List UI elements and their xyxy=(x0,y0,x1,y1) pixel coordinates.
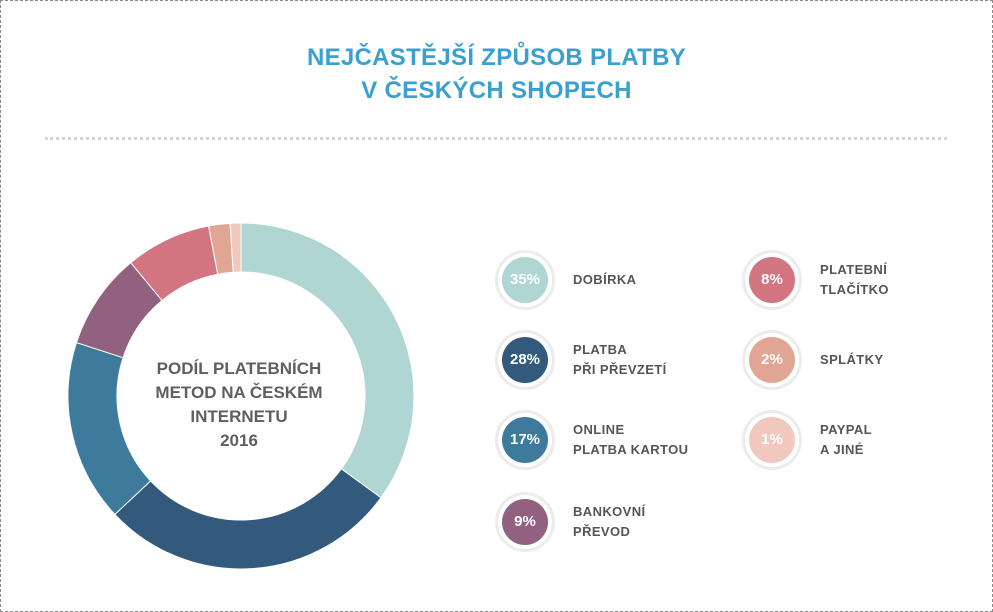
donut-center-label: PODÍL PLATEBNÍCH METOD NA ČESKÉM INTERNE… xyxy=(134,357,344,453)
donut-chart xyxy=(67,222,415,570)
legend-label-line-1: DOBÍRKA xyxy=(573,272,637,287)
legend-badge: 9% xyxy=(495,492,555,552)
legend-badge: 17% xyxy=(495,410,555,470)
center-label-line-3: INTERNETU xyxy=(190,407,288,426)
legend-label: PLATEBNÍ TLAČÍTKO xyxy=(820,250,970,310)
legend-badge: 8% xyxy=(742,250,802,310)
chart-title: NEJČASTĚJŠÍ ZPŮSOB PLATBY V ČESKÝCH SHOP… xyxy=(1,41,992,107)
legend-percent: 1% xyxy=(749,417,795,463)
dotted-divider xyxy=(45,137,947,140)
legend-label-line-1: SPLÁTKY xyxy=(820,352,884,367)
title-line-1: NEJČASTĚJŠÍ ZPŮSOB PLATBY xyxy=(306,44,687,71)
legend-label: PAYPAL A JINÉ xyxy=(820,410,970,470)
legend-label: PLATBA PŘI PŘEVZETÍ xyxy=(573,330,723,390)
legend-label: BANKOVNÍ PŘEVOD xyxy=(573,492,723,552)
legend-label: SPLÁTKY xyxy=(820,330,970,390)
legend-label-line-1: BANKOVNÍ xyxy=(573,504,646,519)
legend-label-line-2: PŘEVOD xyxy=(573,524,631,539)
legend-label-line-1: ONLINE xyxy=(573,422,625,437)
legend-label-line-2: TLAČÍTKO xyxy=(820,282,889,297)
legend-percent: 9% xyxy=(502,499,548,545)
donut-slice-7 xyxy=(229,222,242,273)
legend-label: DOBÍRKA xyxy=(573,250,723,310)
center-label-line-2: METOD NA ČESKÉM xyxy=(155,383,323,402)
legend-badge: 2% xyxy=(742,330,802,390)
center-label-line-4: 2016 xyxy=(220,431,258,450)
legend-label-line-1: PLATEBNÍ xyxy=(820,262,888,277)
legend-label: ONLINE PLATBA KARTOU xyxy=(573,410,723,470)
legend-badge: 1% xyxy=(742,410,802,470)
legend-label-line-2: A JINÉ xyxy=(820,442,864,457)
legend-percent: 17% xyxy=(502,417,548,463)
legend-label-line-1: PAYPAL xyxy=(820,422,873,437)
legend-percent: 2% xyxy=(749,337,795,383)
center-label-line-1: PODÍL PLATEBNÍCH xyxy=(156,359,322,378)
legend-label-line-2: PLATBA KARTOU xyxy=(573,442,689,457)
donut-slice-1 xyxy=(240,222,415,499)
legend-percent: 28% xyxy=(502,337,548,383)
donut-slice-2 xyxy=(114,468,382,570)
legend-label-line-1: PLATBA xyxy=(573,342,628,357)
legend-percent: 8% xyxy=(749,257,795,303)
title-line-2: V ČESKÝCH SHOPECH xyxy=(361,77,632,104)
legend-label-line-2: PŘI PŘEVZETÍ xyxy=(573,362,667,377)
legend-badge: 28% xyxy=(495,330,555,390)
legend-percent: 35% xyxy=(502,257,548,303)
legend-badge: 35% xyxy=(495,250,555,310)
